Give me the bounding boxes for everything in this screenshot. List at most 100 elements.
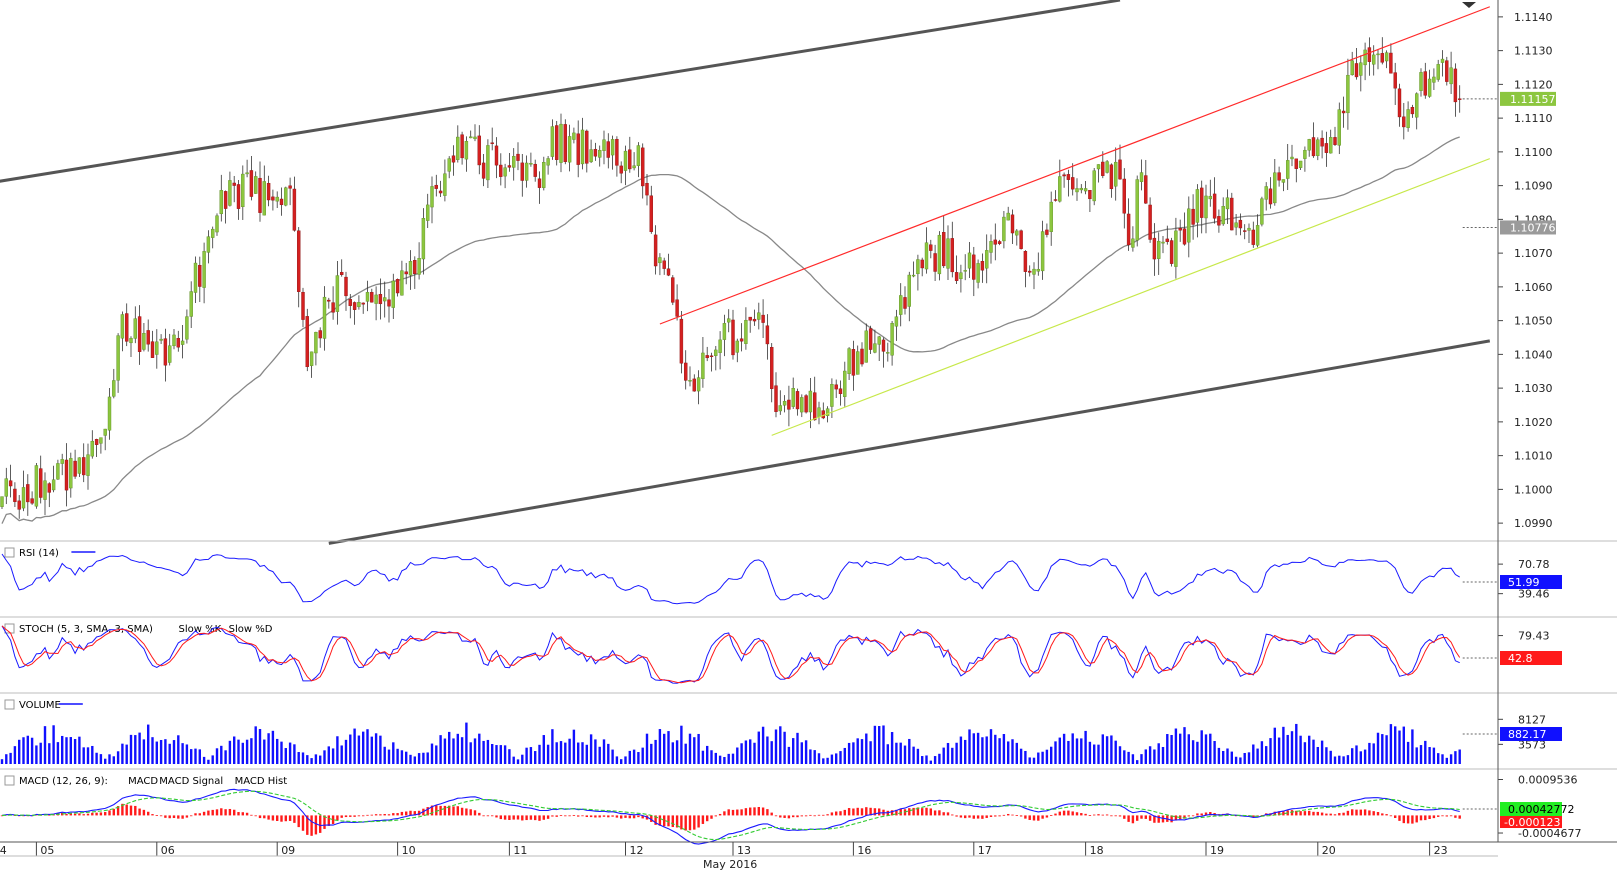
candle-up (275, 196, 279, 202)
candle-up (503, 167, 507, 177)
volume-bar (916, 748, 920, 764)
price-tick-label: 1.1100 (1514, 146, 1553, 159)
candle (137, 305, 142, 365)
volume-bar (508, 749, 511, 764)
macd-hist-bar (663, 815, 666, 827)
macd-hist-bar (774, 815, 778, 817)
candle (1109, 163, 1114, 198)
candle-up (1371, 54, 1376, 65)
macd-hist-bar (86, 813, 90, 816)
candle-down (739, 338, 744, 342)
volume-bar (99, 754, 103, 764)
candle (1341, 96, 1346, 128)
candle (81, 443, 86, 483)
volume-bar (921, 756, 924, 764)
candle (1307, 138, 1311, 157)
candle (997, 239, 1002, 246)
volume-bar (1437, 753, 1440, 764)
candle (1303, 146, 1307, 172)
candle-up (559, 123, 563, 163)
macd-hist-bar (1282, 811, 1285, 816)
indicator-pane-macd: MACD (12, 26, 9): MACD MACD Signal MACD His… (0, 768, 1617, 845)
candle (146, 319, 150, 352)
volume-bar (1032, 757, 1036, 764)
macd-hist-bar (396, 813, 399, 816)
volume-bar (804, 740, 808, 764)
pane-close-icon[interactable] (4, 775, 15, 786)
macd-hist-bar (306, 815, 309, 835)
candle-up (757, 312, 761, 320)
pane-close-icon[interactable] (4, 699, 15, 710)
candle (1131, 226, 1135, 252)
macd-hist-bar (353, 815, 356, 817)
candle-up (116, 335, 120, 381)
macd-hist-bar (594, 815, 597, 818)
macd-hist-bar (985, 815, 988, 818)
price-tick-label: 1.1070 (1514, 247, 1553, 260)
macd-hist-bar (271, 815, 275, 821)
macd-hist-bar (1080, 813, 1083, 816)
volume-bar (331, 748, 335, 764)
volume-bar (981, 737, 984, 764)
candle (198, 256, 202, 303)
candle (112, 368, 116, 399)
candle-up (0, 496, 4, 507)
candle-down (17, 500, 21, 510)
macd-hist-bar (989, 815, 993, 817)
candle (744, 307, 748, 350)
macd-hist-bar (495, 815, 498, 818)
macd-hist-bar (1312, 811, 1315, 816)
macd-hist-bar (1191, 815, 1195, 817)
macd-hist-bar (1200, 813, 1203, 816)
pane-close-icon[interactable] (4, 547, 15, 558)
volume-bar (168, 743, 171, 764)
scroll-marker-icon[interactable] (1462, 2, 1476, 8)
candle-down (279, 198, 284, 206)
candle-up (1058, 176, 1062, 202)
candle-down (481, 162, 486, 179)
volume-bar (757, 731, 760, 764)
volume-bar (1153, 749, 1156, 764)
date-label: 04 (0, 844, 7, 857)
volume-bar (1114, 740, 1117, 764)
macd-hist-bar (1105, 814, 1109, 816)
macd-hist-bar (129, 805, 133, 816)
macd-hist-bar (1458, 815, 1461, 819)
candle (1105, 159, 1109, 174)
candle (1191, 194, 1195, 240)
volume-bar (839, 751, 842, 764)
stoch-k-line (1, 625, 1460, 684)
candle-up (946, 238, 950, 269)
volume-bar (684, 743, 687, 764)
volume-bar (1084, 730, 1087, 764)
candle-down (73, 460, 77, 477)
volume-bar (207, 759, 210, 764)
volume-bar (61, 735, 64, 764)
value-badge (1500, 727, 1562, 741)
volume-bar (817, 753, 821, 764)
candle-up (60, 459, 64, 464)
candle-down (1178, 228, 1182, 231)
macd-hist-bar (951, 814, 954, 816)
candle (417, 242, 421, 280)
candle (739, 323, 744, 352)
macd-hist-bar (1041, 815, 1044, 819)
volume-bar (177, 735, 180, 764)
macd-hist-bar (456, 806, 459, 816)
volume-bar (112, 756, 115, 764)
candle (133, 306, 138, 344)
price-tick-label: 1.1140 (1514, 11, 1553, 24)
volume-bar (847, 742, 851, 764)
volume-bar (749, 739, 752, 764)
volume-bar (1290, 731, 1294, 764)
volume-bar (628, 750, 631, 764)
candle (1096, 164, 1101, 183)
volume-bar (1282, 726, 1285, 764)
candle (843, 361, 847, 407)
candle (1363, 42, 1367, 81)
candle-up (967, 252, 972, 269)
candle (1410, 104, 1415, 118)
candle (34, 462, 39, 509)
price-tick-label: 1.1130 (1514, 45, 1553, 58)
candle (378, 278, 383, 320)
